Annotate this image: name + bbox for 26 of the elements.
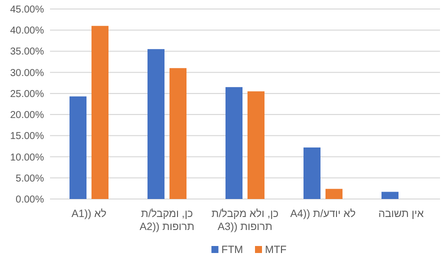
x-tick-label: אין תשובה (378, 208, 424, 220)
x-tick-label: לא ((A1 (72, 208, 107, 220)
y-tick-label: 25.00% (10, 88, 44, 100)
x-tick-label: לא יודע/ת ((A4 (290, 208, 356, 220)
y-tick-label: 10.00% (10, 152, 44, 164)
x-tick-label: כן, ולא מקבל/ת תרופות ((A3 (212, 208, 278, 233)
x-tick-label: כן, ומקבל/ת תרופות ((A2 (140, 208, 194, 233)
legend-label: MTF (265, 244, 287, 256)
bar (382, 192, 398, 199)
bar (70, 96, 86, 199)
y-tick-label: 0.00% (16, 194, 44, 206)
y-tick-label: 5.00% (16, 173, 44, 184)
bar (326, 188, 342, 199)
y-tick-label: 40.00% (10, 26, 44, 37)
bar (304, 147, 320, 199)
bar (226, 87, 242, 199)
legend-label: FTM (221, 244, 243, 256)
bar (148, 49, 164, 199)
y-tick-label: 45.00% (10, 4, 44, 16)
bar (92, 26, 108, 199)
bar (248, 91, 264, 199)
y-tick-label: 15.00% (10, 131, 44, 142)
y-tick-label: 30.00% (10, 68, 44, 79)
y-tick-label: 20.00% (10, 110, 44, 122)
y-tick-label: 35.00% (10, 46, 44, 58)
bar (170, 68, 186, 199)
